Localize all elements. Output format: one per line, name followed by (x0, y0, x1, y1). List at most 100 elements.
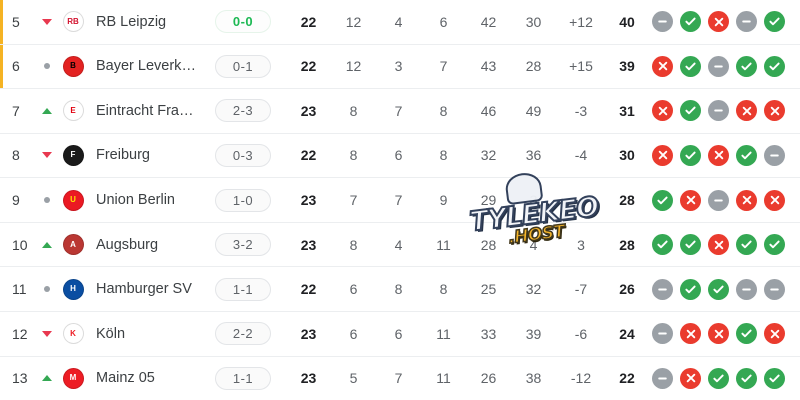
form-badge-draw-icon[interactable] (708, 100, 729, 122)
form-badge-win-icon[interactable] (764, 55, 785, 77)
score-pill[interactable]: 0-0 (214, 10, 272, 34)
form-badge-draw-icon[interactable] (736, 11, 757, 33)
table-row[interactable]: 5 RB RB Leipzig 0-0 22 12 4 6 42 30 +12 40 (0, 0, 800, 45)
goal-difference-cell: -7 (574, 281, 588, 298)
team-name[interactable]: Augsburg (96, 236, 159, 253)
form-badge-win-icon[interactable] (736, 234, 757, 256)
form-badge-draw-icon[interactable] (652, 278, 673, 300)
score-pill[interactable]: 0-1 (214, 54, 272, 78)
form-badge-win-icon[interactable] (764, 11, 785, 33)
goals-against-cell: 38 (525, 370, 542, 387)
table-row[interactable]: 7 E Eintracht Frankfurt 2-3 23 8 7 8 46 49 -3 31 (0, 89, 800, 134)
team-name[interactable]: Union Berlin (96, 192, 175, 209)
movement-cell (38, 241, 56, 248)
form-badge-win-icon[interactable] (680, 278, 701, 300)
form-badge-loss-icon[interactable] (708, 323, 729, 345)
form-badge-win-icon[interactable] (708, 278, 729, 300)
played-cell: 22 (300, 58, 317, 75)
form-badge-win-icon[interactable] (652, 189, 673, 211)
team-name[interactable]: Mainz 05 (96, 370, 155, 387)
played-cell: 22 (300, 281, 317, 298)
draws-cell: 7 (394, 192, 403, 209)
score-cell: 1-0 (200, 188, 286, 212)
losses-cell: 8 (439, 281, 448, 298)
form-badge-loss-icon[interactable] (764, 189, 785, 211)
wins-cell: 8 (349, 102, 358, 119)
form-badge-loss-icon[interactable] (680, 367, 701, 389)
form-badge-win-icon[interactable] (708, 367, 729, 389)
form-badge-loss-icon[interactable] (764, 323, 785, 345)
qualification-marker (0, 89, 3, 133)
table-row[interactable]: 12 K Köln 2-2 23 6 6 11 33 39 -6 24 (0, 311, 800, 357)
points-cell: 39 (619, 58, 635, 75)
form-badge-draw-icon[interactable] (652, 11, 673, 33)
form-badge-draw-icon[interactable] (764, 278, 785, 300)
table-row[interactable]: 13 M Mainz 05 1-1 23 5 7 11 26 38 -12 22 (0, 356, 800, 400)
score-pill[interactable]: 1-1 (214, 277, 272, 301)
form-badge-win-icon[interactable] (764, 367, 785, 389)
form-badge-loss-icon[interactable] (736, 100, 757, 122)
movement-cell (38, 152, 56, 159)
form-badge-win-icon[interactable] (764, 234, 785, 256)
crest-cell: B (56, 55, 90, 77)
score-pill[interactable]: 3-2 (214, 233, 272, 257)
form-badge-draw-icon[interactable] (764, 144, 785, 166)
table-row[interactable]: 8 F Freiburg 0-3 22 8 6 8 32 36 -4 30 (0, 133, 800, 179)
form-badge-win-icon[interactable] (680, 144, 701, 166)
form-badge-win-icon[interactable] (680, 100, 701, 122)
form-badge-win-icon[interactable] (736, 323, 757, 345)
score-cell: 2-2 (200, 322, 286, 346)
rank-cell: 9 (12, 192, 20, 209)
form-badge-win-icon[interactable] (680, 55, 701, 77)
form-badge-loss-icon[interactable] (708, 234, 729, 256)
form-badge-loss-icon[interactable] (764, 100, 785, 122)
qualification-marker (0, 223, 3, 267)
table-row[interactable]: 6 B Bayer Leverkusen 0-1 22 12 3 7 43 28 +15 39 (0, 44, 800, 90)
team-name[interactable]: RB Leipzig (96, 13, 167, 30)
goals-for-cell: 29 (480, 192, 497, 209)
played-cell: 23 (300, 102, 317, 119)
crest-cell: M (56, 367, 90, 389)
losses-cell: 6 (439, 13, 448, 30)
form-badge-win-icon[interactable] (736, 367, 757, 389)
form-badge-loss-icon[interactable] (680, 323, 701, 345)
form-badge-draw-icon[interactable] (736, 278, 757, 300)
form-badge-draw-icon[interactable] (652, 367, 673, 389)
form-badge-win-icon[interactable] (652, 234, 673, 256)
form-badge-draw-icon[interactable] (708, 189, 729, 211)
form-badge-win-icon[interactable] (736, 144, 757, 166)
form-badge-loss-icon[interactable] (652, 55, 673, 77)
table-row[interactable]: 9 U Union Berlin 1-0 23 7 7 9 29 3 28 (0, 178, 800, 223)
score-cell: 0-1 (200, 54, 286, 78)
form-badge-win-icon[interactable] (680, 11, 701, 33)
score-pill[interactable]: 2-2 (214, 322, 272, 346)
score-pill[interactable]: 0-3 (214, 143, 272, 167)
team-name[interactable]: Freiburg (96, 147, 150, 164)
played-cell: 22 (300, 13, 317, 30)
score-pill[interactable]: 2-3 (214, 99, 272, 123)
score-pill[interactable]: 1-1 (214, 366, 272, 390)
form-badge-loss-icon[interactable] (708, 11, 729, 33)
team-name[interactable]: Bayer Leverkusen (96, 58, 200, 75)
form-badge-draw-icon[interactable] (708, 55, 729, 77)
crest-cell: E (56, 100, 90, 122)
team-name[interactable]: Köln (96, 325, 126, 342)
form-badge-loss-icon[interactable] (680, 189, 701, 211)
form-badge-loss-icon[interactable] (708, 144, 729, 166)
movement-same-icon (44, 286, 50, 293)
table-row[interactable]: 11 H Hamburger SV 1-1 22 6 8 8 25 32 -7 26 (0, 267, 800, 312)
form-badge-win-icon[interactable] (680, 234, 701, 256)
rank-cell: 13 (12, 370, 28, 387)
team-name[interactable]: Hamburger SV (96, 281, 192, 298)
form-badge-win-icon[interactable] (736, 55, 757, 77)
form-badge-loss-icon[interactable] (652, 144, 673, 166)
movement-cell (38, 330, 56, 337)
form-badge-loss-icon[interactable] (652, 100, 673, 122)
form-badge-draw-icon[interactable] (652, 323, 673, 345)
score-pill[interactable]: 1-0 (214, 188, 272, 212)
points-cell: 30 (619, 147, 635, 164)
wins-cell: 5 (349, 370, 358, 387)
table-row[interactable]: 10 A Augsburg 3-2 23 8 4 11 28 4 3 28 (0, 222, 800, 268)
form-badge-loss-icon[interactable] (736, 189, 757, 211)
team-name[interactable]: Eintracht Frankfurt (96, 102, 200, 119)
